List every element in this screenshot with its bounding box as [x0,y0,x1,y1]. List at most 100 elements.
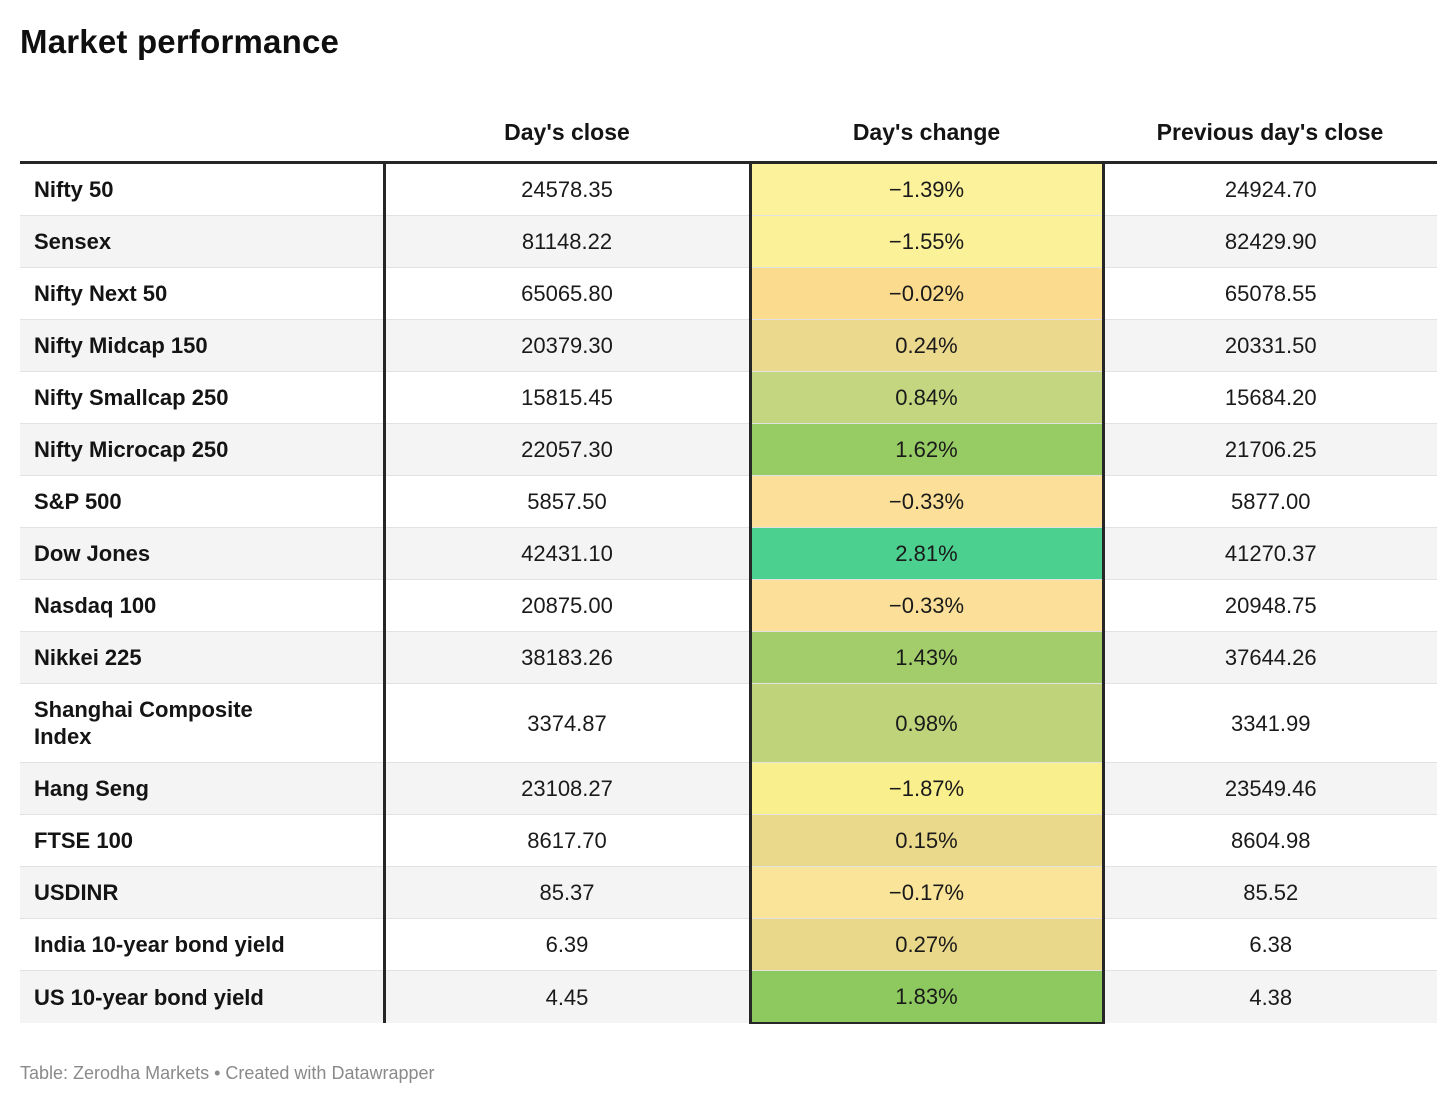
table-row: Nikkei 225 38183.26 1.43% 37644.26 [20,631,1437,684]
days-close-cell: 5857.50 [384,475,750,528]
days-close-cell: 65065.80 [384,267,750,320]
row-label: India 10-year bond yield [20,918,386,971]
row-label-text: USDINR [34,880,119,905]
previous-days-close-cell: 85.52 [1103,866,1437,919]
days-change-cell: −0.33% [748,475,1105,528]
row-label: Nifty Smallcap 250 [20,371,386,424]
row-label-text: FTSE 100 [34,828,134,853]
row-label-text: Shanghai Composite Index [34,697,253,749]
previous-days-close-cell: 15684.20 [1103,371,1437,424]
previous-days-close-cell: 21706.25 [1103,423,1437,476]
row-label: S&P 500 [20,475,386,528]
table-row: Dow Jones 42431.10 2.81% 41270.37 [20,527,1437,580]
previous-days-close-cell: 5877.00 [1103,475,1437,528]
previous-days-close-cell: 65078.55 [1103,267,1437,320]
days-change-cell: 0.15% [748,814,1105,867]
table-row: Nifty Midcap 150 20379.30 0.24% 20331.50 [20,319,1437,372]
row-label: Nifty Next 50 [20,267,386,320]
table-row: S&P 500 5857.50 −0.33% 5877.00 [20,475,1437,528]
row-label-text: Nifty Microcap 250 [34,437,229,462]
table-row: Nifty Next 50 65065.80 −0.02% 65078.55 [20,267,1437,320]
row-label: Nifty Midcap 150 [20,319,386,372]
days-change-cell: −1.39% [748,162,1105,216]
days-close-cell: 15815.45 [384,371,750,424]
row-label-text: Hang Seng [34,776,149,801]
table-row: Nifty Microcap 250 22057.30 1.62% 21706.… [20,423,1437,476]
days-close-cell: 81148.22 [384,215,750,268]
table-row: Hang Seng 23108.27 −1.87% 23549.46 [20,762,1437,815]
days-close-cell: 4.45 [384,970,750,1023]
column-header-days-close: Day's close [384,96,750,164]
previous-days-close-cell: 24924.70 [1224,177,1317,202]
days-change-cell: 0.24% [748,319,1105,372]
days-change-cell: 1.43% [748,631,1105,684]
days-change-cell: −1.55% [748,215,1105,268]
table-row: Sensex 81148.22 −1.55% 82429.90 [20,215,1437,268]
market-performance-table: Day's close Day's change Previous day's … [20,96,1437,1024]
table-footer-credit: Table: Zerodha Markets • Created with Da… [20,1063,435,1083]
previous-days-close-cell: 20948.75 [1103,579,1437,632]
days-change-cell: −0.17% [748,866,1105,919]
table-row: Nifty Smallcap 250 15815.45 0.84% 15684.… [20,371,1437,424]
row-label-text: Sensex [34,229,112,254]
previous-days-close-cell: 8604.98 [1103,814,1437,867]
days-close-cell: 3374.87 [384,683,750,763]
row-label-text: Nikkei 225 [34,645,142,670]
page-title: Market performance [20,23,340,60]
days-close-cell: 20875.00 [384,579,750,632]
days-change-cell: 2.81% [748,527,1105,580]
days-change-cell: 0.27% [748,918,1105,971]
days-close-cell: 20379.30 [384,319,750,372]
row-label-text: Nifty Smallcap 250 [34,385,229,410]
table-row: FTSE 100 8617.70 0.15% 8604.98 [20,814,1437,867]
row-label: USDINR [20,866,386,919]
row-label-text: Nifty Next 50 [34,281,168,306]
row-label-text: Nifty 50 [34,177,114,202]
days-close-cell: 38183.26 [384,631,750,684]
column-header-days-change: Day's change [750,96,1103,164]
table-row: Nifty 50 24578.35 −1.39% 24924.70 [20,162,1437,216]
days-change-cell: −1.87% [748,762,1105,815]
days-close-cell: 6.39 [384,918,750,971]
row-label: Sensex [20,215,386,268]
row-label: Nifty 50 [20,162,386,216]
table-row: USDINR 85.37 −0.17% 85.52 [20,866,1437,919]
table-header-row: Day's close Day's change Previous day's … [20,96,1437,164]
days-change-cell: −0.02% [748,267,1105,320]
days-change-cell: 1.62% [748,423,1105,476]
row-label-text: India 10-year bond yield [34,932,285,957]
days-change-cell: 0.84% [748,371,1105,424]
table-row: Nasdaq 100 20875.00 −0.33% 20948.75 [20,579,1437,632]
table-row: India 10-year bond yield 6.39 0.27% 6.38 [20,918,1437,971]
previous-days-close-cell: 20331.50 [1103,319,1437,372]
row-label: Dow Jones [20,527,386,580]
days-close-cell: 42431.10 [384,527,750,580]
row-label-text: Dow Jones [34,541,151,566]
row-label: Nikkei 225 [20,631,386,684]
previous-days-close-cell: 4.38 [1103,970,1437,1023]
days-close-cell: 85.37 [384,866,750,919]
row-label-text: S&P 500 [34,489,122,514]
days-change-cell: −0.33% [748,579,1105,632]
row-label: Nifty Microcap 250 [20,423,386,476]
row-label-text: Nasdaq 100 [34,593,157,618]
column-header-spacer [20,96,384,164]
row-label: Nasdaq 100 [20,579,386,632]
previous-days-close-cell: 6.38 [1103,918,1437,971]
previous-days-close-cell: 82429.90 [1103,215,1437,268]
row-label: Hang Seng [20,762,386,815]
row-label: US 10-year bond yield [20,970,386,1023]
column-header-previous-days-close: Previous day's close [1103,96,1437,164]
days-change-cell: 0.98% [748,683,1105,763]
previous-days-close-cell: 41270.37 [1103,527,1437,580]
previous-days-close-cell: 3341.99 [1103,683,1437,763]
days-close-cell: 8617.70 [384,814,750,867]
row-label-text: US 10-year bond yield [34,984,264,1010]
days-close-cell: 24578.35 [521,177,613,202]
previous-days-close-cell: 23549.46 [1103,762,1437,815]
days-close-cell: 22057.30 [384,423,750,476]
days-close-cell: 23108.27 [384,762,750,815]
previous-days-close-cell: 37644.26 [1103,631,1437,684]
days-change-cell: 1.83% [748,970,1105,1024]
